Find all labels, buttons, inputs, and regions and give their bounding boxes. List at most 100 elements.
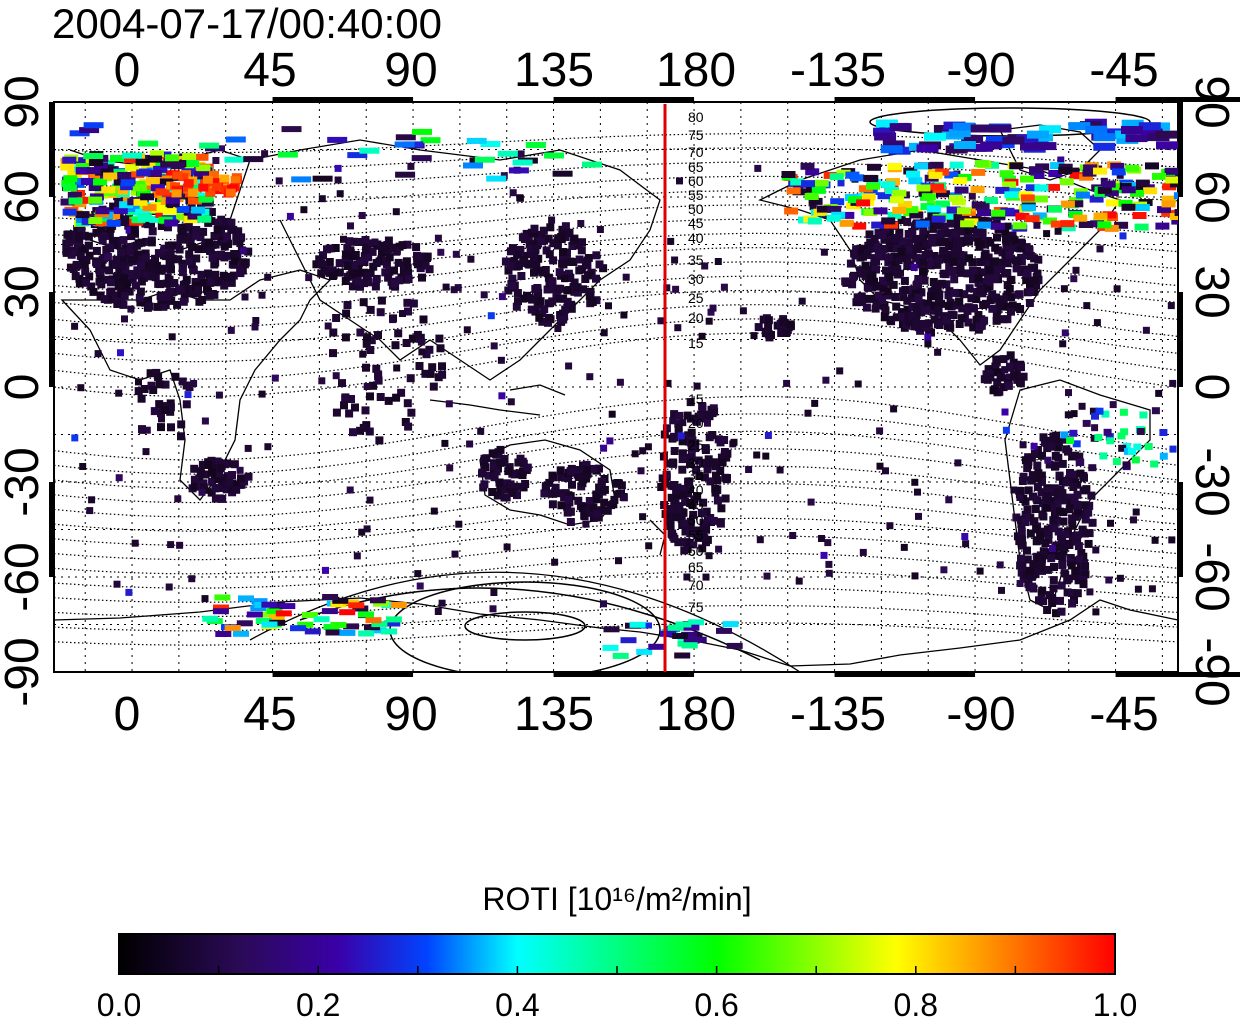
roti-pixel bbox=[1057, 156, 1065, 164]
roti-pixel bbox=[691, 444, 700, 453]
roti-pixel bbox=[1150, 460, 1159, 468]
roti-pixel bbox=[700, 534, 709, 543]
roti-pixel bbox=[694, 533, 703, 542]
roti-pixel bbox=[955, 320, 964, 328]
roti-pixel bbox=[716, 627, 732, 634]
roti-pixel bbox=[161, 406, 169, 414]
roti-pixel bbox=[413, 330, 422, 339]
roti-pixel bbox=[125, 226, 133, 234]
roti-pixel bbox=[852, 245, 861, 254]
bottom-lon-tick-label: -45 bbox=[1089, 688, 1158, 741]
roti-pixel bbox=[115, 474, 123, 482]
roti-pixel bbox=[681, 642, 698, 649]
roti-pixel bbox=[670, 447, 679, 455]
roti-pixel bbox=[1078, 402, 1086, 410]
roti-pixel bbox=[686, 499, 695, 507]
roti-pixel bbox=[867, 163, 881, 171]
roti-pixel bbox=[351, 403, 359, 412]
roti-pixel bbox=[1169, 180, 1178, 188]
roti-pixel bbox=[149, 386, 158, 394]
roti-pixel bbox=[79, 127, 100, 134]
roti-pixel bbox=[1074, 531, 1082, 539]
roti-pixel bbox=[1046, 183, 1060, 191]
roti-pixel bbox=[434, 608, 442, 615]
roti-pixel bbox=[455, 520, 463, 528]
roti-pixel bbox=[1047, 436, 1056, 445]
roti-pixel bbox=[895, 257, 903, 265]
roti-pixel bbox=[1082, 169, 1097, 177]
colorbar-tick-label: 0.2 bbox=[296, 987, 340, 1023]
roti-pixel bbox=[172, 171, 183, 180]
roti-pixel bbox=[670, 433, 679, 442]
roti-pixel bbox=[915, 512, 922, 520]
roti-pixel bbox=[1038, 555, 1046, 564]
roti-pixel bbox=[720, 448, 729, 456]
contour-label: 60 bbox=[688, 173, 704, 189]
roti-pixel bbox=[352, 605, 369, 612]
roti-pixel bbox=[539, 226, 548, 235]
roti-pixel bbox=[324, 322, 332, 330]
roti-pixel bbox=[1019, 372, 1028, 381]
roti-pixel bbox=[147, 170, 162, 177]
roti-pixel bbox=[903, 253, 912, 262]
roti-pixel bbox=[1001, 250, 1010, 259]
roti-pixel bbox=[318, 195, 326, 203]
roti-pixel bbox=[884, 253, 893, 262]
roti-pixel bbox=[944, 322, 952, 330]
roti-pixel bbox=[1074, 507, 1082, 516]
roti-pixel bbox=[914, 293, 923, 302]
roti-pixel bbox=[561, 489, 570, 498]
bottom-lon-tick-label: 0 bbox=[114, 688, 141, 741]
roti-pixel bbox=[859, 548, 867, 556]
roti-pixel bbox=[1067, 561, 1076, 570]
roti-pixel bbox=[657, 483, 666, 491]
roti-pixel bbox=[279, 603, 296, 610]
roti-pixel bbox=[912, 303, 921, 312]
roti-pixel bbox=[192, 232, 200, 240]
roti-pixel bbox=[1003, 290, 1012, 299]
roti-pixel bbox=[606, 437, 614, 445]
contour-label: 30 bbox=[688, 455, 704, 471]
roti-pixel bbox=[861, 193, 876, 201]
roti-pixel bbox=[784, 207, 799, 215]
roti-pixel bbox=[678, 465, 687, 474]
roti-pixel bbox=[716, 467, 725, 475]
roti-pixel bbox=[125, 588, 133, 596]
roti-pixel bbox=[698, 544, 707, 553]
roti-pixel bbox=[395, 171, 416, 178]
roti-pixel bbox=[174, 495, 182, 503]
roti-pixel bbox=[89, 173, 104, 181]
roti-pixel bbox=[385, 267, 394, 276]
roti-pixel bbox=[381, 268, 390, 277]
roti-pixel bbox=[963, 306, 972, 315]
roti-pixel bbox=[1079, 580, 1088, 589]
roti-pixel bbox=[211, 270, 220, 279]
roti-pixel bbox=[986, 238, 995, 247]
roti-pixel bbox=[519, 294, 528, 303]
roti-pixel bbox=[620, 311, 628, 319]
roti-pixel bbox=[81, 267, 90, 276]
roti-pixel bbox=[230, 176, 241, 185]
roti-pixel bbox=[490, 461, 498, 470]
left-lat-tick-label: -30 bbox=[0, 447, 49, 516]
roti-pixel bbox=[883, 278, 892, 287]
roti-pixel bbox=[82, 256, 91, 265]
roti-pixel bbox=[554, 234, 563, 243]
roti-pixel bbox=[538, 309, 547, 318]
roti-pixel bbox=[533, 284, 542, 292]
roti-pixel bbox=[764, 316, 773, 325]
roti-pixel bbox=[702, 507, 711, 516]
roti-pixel bbox=[95, 168, 110, 176]
roti-pixel bbox=[563, 503, 572, 512]
roti-pixel bbox=[1034, 142, 1057, 151]
roti-pixel bbox=[565, 362, 573, 370]
roti-pixel bbox=[1081, 515, 1090, 524]
roti-pixel bbox=[1095, 407, 1104, 415]
roti-pixel bbox=[1027, 476, 1036, 485]
roti-pixel bbox=[879, 284, 888, 292]
roti-pixel bbox=[983, 197, 998, 204]
roti-pixel bbox=[876, 462, 884, 470]
roti-pixel bbox=[1068, 521, 1077, 530]
roti-pixel bbox=[135, 293, 144, 302]
roti-pixel bbox=[132, 271, 140, 280]
